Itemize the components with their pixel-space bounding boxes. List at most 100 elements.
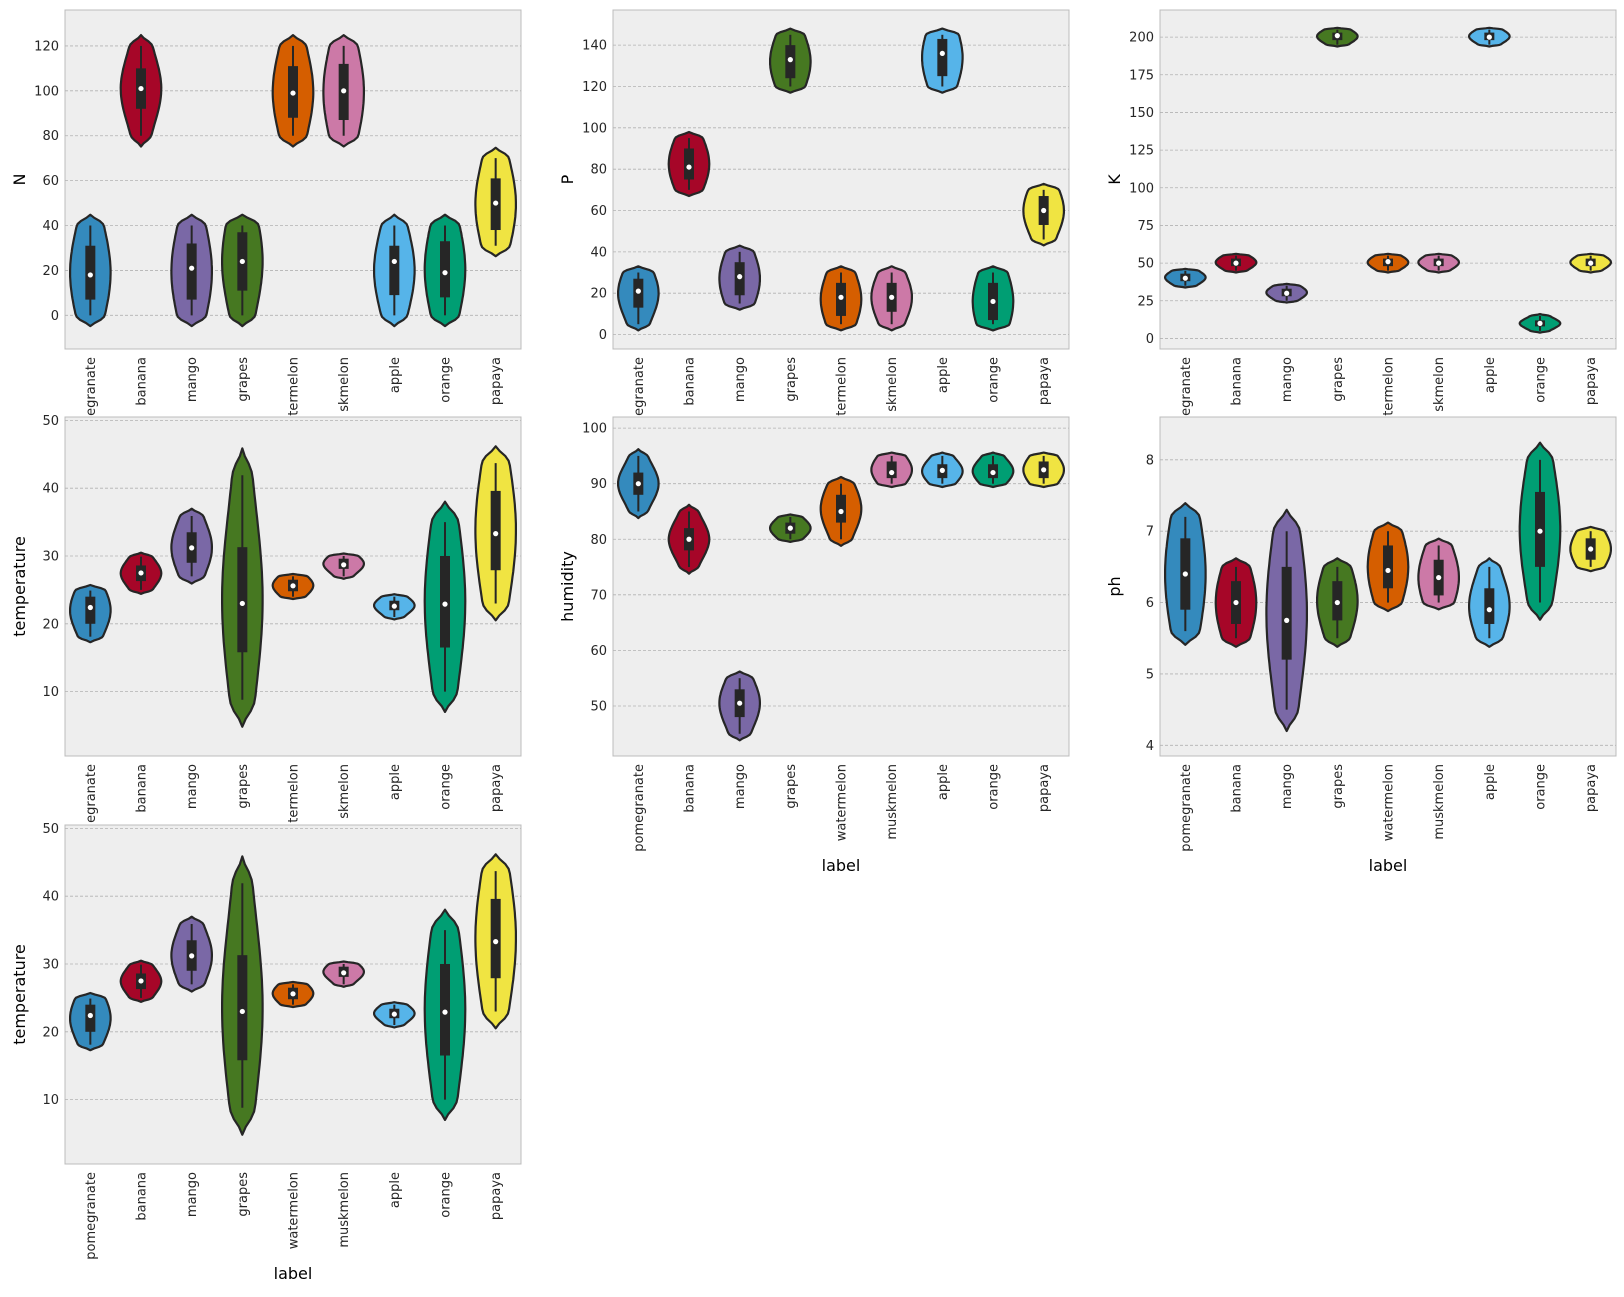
x-tick-label: grapes (784, 357, 799, 402)
median-marker (686, 164, 692, 170)
median-marker (737, 274, 743, 280)
y-tick-label: 8 (1146, 453, 1154, 468)
x-tick-label: papaya (489, 357, 504, 405)
median-marker (1334, 599, 1340, 606)
y-tick-label: 100 (34, 84, 59, 99)
violin-orange (423, 908, 467, 1121)
median-marker (138, 978, 144, 984)
x-tick-label: skmelon (337, 357, 352, 412)
violin-mango (718, 244, 761, 311)
median-marker (189, 545, 195, 551)
median-marker (1436, 260, 1442, 266)
y-tick-label: 40 (42, 219, 59, 234)
median-marker (239, 600, 245, 607)
violin-watermelon (1366, 521, 1410, 613)
x-tick-label: mango (733, 357, 748, 402)
x-tick-label: mango (733, 764, 748, 809)
y-tick-label: 6 (1146, 596, 1154, 611)
x-tick-label: apple (1483, 357, 1498, 393)
median-marker (1284, 290, 1290, 296)
x-tick-label: apple (936, 357, 951, 393)
median-marker (341, 88, 347, 94)
violin-muskmelon (1417, 252, 1460, 274)
median-marker (1041, 207, 1047, 214)
x-tick-label: orange (1534, 764, 1549, 810)
median-marker (1182, 275, 1188, 281)
median-marker (990, 469, 996, 476)
subplot-5: 50 60 70 80 90 100 humidity pomegranate banana ma… (558, 416, 1070, 875)
median-marker (341, 970, 347, 976)
y-tick-label: 60 (590, 644, 607, 659)
median-marker (1537, 528, 1543, 534)
iqr-box (1484, 588, 1495, 624)
y-tick-label: 120 (34, 39, 59, 54)
x-tick-label: orange (439, 764, 454, 810)
median-marker (787, 57, 793, 63)
x-tick-label: mango (1280, 764, 1295, 809)
x-tick-label: grapes (236, 764, 251, 809)
median-marker (1233, 599, 1239, 606)
x-tick-label: egranate (84, 357, 99, 416)
y-tick-label: 70 (590, 588, 607, 603)
y-tick-label: 40 (42, 890, 59, 905)
median-marker (1385, 259, 1391, 265)
violin-grapes (221, 447, 264, 728)
median-marker (290, 90, 296, 96)
median-marker (189, 265, 195, 271)
y-axis-label: P (558, 174, 577, 184)
median-marker (391, 603, 397, 609)
violin-watermelon (271, 34, 315, 148)
violin-muskmelon (322, 552, 365, 580)
violin-watermelon (819, 475, 863, 547)
median-marker (138, 85, 144, 92)
violin-apple (1468, 557, 1511, 648)
y-tick-label: 175 (1129, 68, 1154, 83)
y-axis-label: ph (1105, 576, 1124, 596)
violin-orange (971, 451, 1015, 489)
median-marker (838, 294, 844, 300)
y-tick-label: 50 (1137, 257, 1154, 272)
x-tick-label: mango (185, 1172, 200, 1217)
iqr-box (684, 148, 694, 180)
y-tick-label: 0 (51, 309, 59, 324)
median-marker (87, 272, 93, 278)
median-marker (1436, 574, 1442, 581)
x-tick-label: papaya (1037, 357, 1052, 405)
subplot-6: 4 5 6 7 8 ph pomegranate banana mango grapes water… (1105, 416, 1617, 875)
median-marker (1588, 546, 1594, 552)
iqr-box (237, 955, 248, 1061)
violin-apple (373, 213, 416, 328)
y-tick-label: 50 (42, 414, 59, 429)
violin-apple (373, 1001, 416, 1029)
x-tick-label: banana (1230, 764, 1245, 813)
x-tick-label: mango (185, 764, 200, 809)
x-tick-label: muskmelon (1432, 764, 1447, 840)
violin-banana (119, 959, 163, 1003)
y-tick-label: 120 (582, 80, 607, 95)
x-tick-label: orange (987, 357, 1002, 403)
violin-mango (170, 507, 213, 585)
y-tick-label: 4 (1146, 739, 1154, 754)
iqr-box (937, 38, 948, 77)
y-axis-label: N (10, 174, 29, 186)
x-tick-label: watermelon (1382, 764, 1397, 841)
violin-papaya (474, 146, 517, 258)
y-tick-label: 90 (590, 477, 607, 492)
x-tick-label: orange (987, 764, 1002, 810)
iqr-box (237, 547, 248, 653)
y-tick-label: 20 (42, 617, 59, 632)
violin-muskmelon (322, 34, 365, 148)
x-tick-label: skmelon (1432, 357, 1447, 412)
x-tick-label: banana (135, 1172, 150, 1221)
x-tick-label: egranate (84, 764, 99, 823)
median-marker (838, 508, 844, 515)
median-marker (1334, 33, 1340, 39)
y-tick-label: 20 (42, 1025, 59, 1040)
median-marker (635, 481, 641, 487)
violin-muskmelon (870, 265, 913, 332)
x-tick-label: banana (683, 357, 698, 406)
median-marker (889, 469, 895, 476)
y-tick-label: 50 (590, 699, 607, 714)
median-marker (686, 536, 692, 542)
